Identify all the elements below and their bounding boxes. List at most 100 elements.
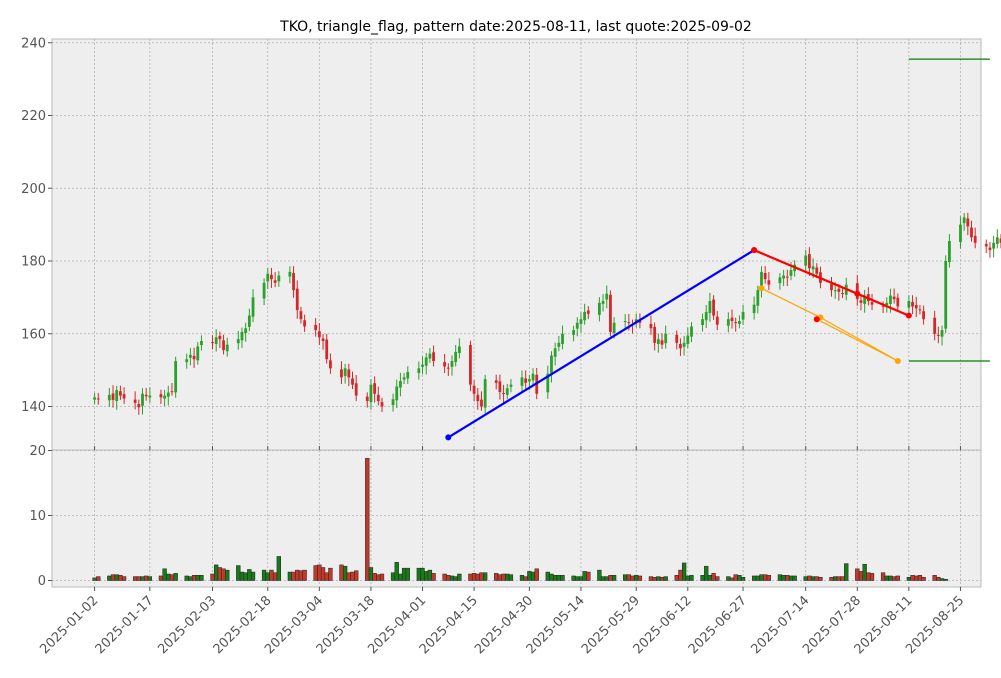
volume-bar [895, 575, 900, 581]
candle-body [704, 311, 708, 321]
volume-bar [302, 569, 307, 581]
candle-body [417, 368, 421, 374]
candle-body [778, 277, 782, 284]
volume-bar [678, 569, 683, 581]
candle-body [870, 302, 874, 305]
volume-bar [287, 571, 293, 581]
candle-body [583, 311, 587, 321]
candle-body [399, 381, 402, 388]
candle-body [163, 395, 167, 399]
volume-bar [442, 573, 447, 581]
candle-body [586, 310, 590, 314]
candle-body [649, 323, 653, 329]
volume-bar [707, 575, 713, 581]
volume-bar [394, 562, 399, 581]
candle-body [911, 302, 914, 307]
volume-bar [420, 567, 425, 581]
resistance-line-point [905, 312, 912, 319]
volume-bar [221, 568, 226, 581]
candle-body [656, 339, 660, 344]
candle-body [343, 368, 347, 376]
volume-bar [880, 572, 886, 581]
candle-body [174, 361, 178, 393]
volume-bar [862, 564, 867, 581]
candle-body [682, 342, 686, 347]
resistance-line-point [854, 290, 861, 297]
volume-bar [354, 570, 359, 581]
volume-bar [147, 576, 153, 581]
candle-body [200, 341, 203, 346]
volume-panel-background [51, 449, 982, 588]
volume-bar [184, 575, 189, 581]
candle-body [918, 309, 922, 311]
candle-body [236, 339, 240, 344]
volume-bar [700, 575, 705, 581]
volume-bar [497, 574, 503, 581]
candle-body [502, 393, 505, 395]
candle-body [122, 394, 126, 399]
volume-bar [777, 574, 783, 581]
volume-bar [195, 575, 200, 581]
candle-body [575, 322, 579, 329]
channel-line-point [894, 358, 901, 365]
candle-body [424, 357, 428, 366]
candle-body [686, 335, 690, 344]
price-panel: 140 160 180 200 220 240 [21, 36, 1001, 451]
volume-bar [398, 573, 403, 581]
candle-body [811, 266, 815, 270]
candle-body [457, 346, 461, 354]
candle-body [133, 399, 137, 403]
candle-body [859, 300, 863, 303]
volume-bar [766, 575, 772, 581]
candle-body [605, 293, 609, 300]
volume-bar [272, 572, 278, 581]
candle-body [148, 395, 152, 398]
volume-bar [726, 576, 731, 581]
candle-body [288, 271, 292, 277]
candle-body [948, 240, 951, 263]
volume-series [92, 458, 948, 581]
y-tick-label: 140 [21, 400, 46, 415]
volume-bar [833, 576, 838, 581]
candle-body [701, 319, 704, 326]
volume-bar [468, 573, 473, 581]
candle-body [830, 283, 833, 291]
volume-bar [250, 571, 256, 581]
candle-body [240, 331, 244, 341]
candle-body [833, 290, 837, 292]
candle-body [715, 316, 719, 325]
candle-body [443, 362, 447, 367]
candle-body [638, 320, 642, 323]
volume-bar [553, 575, 558, 581]
volume-tick-label: 0 [38, 574, 46, 589]
candle-body [325, 339, 329, 360]
volume-bar [265, 572, 270, 581]
candle-body [391, 399, 395, 406]
volume-bar [917, 575, 923, 581]
candle-body [601, 301, 605, 304]
volume-bar [534, 568, 539, 581]
candle-body [373, 383, 377, 394]
candle-body [196, 346, 200, 361]
candle-body [546, 373, 550, 393]
volume-bar [807, 575, 812, 581]
volume-bar [626, 574, 632, 581]
candle-body [837, 288, 841, 292]
candle-body [531, 373, 535, 381]
volume-bar [814, 576, 819, 581]
candle-body [354, 383, 358, 396]
candle-body [432, 352, 435, 362]
candle-body [782, 275, 786, 279]
volume-bar [479, 572, 484, 581]
candle-body [188, 354, 192, 358]
price-grid [52, 39, 981, 450]
volume-bar [681, 562, 687, 581]
volume-bar [810, 576, 816, 581]
volume-bar [317, 564, 322, 581]
volume-bar [840, 576, 845, 581]
volume-bar [597, 569, 602, 581]
candle-body [340, 369, 343, 378]
volume-bar [781, 575, 786, 581]
volume-bar [210, 573, 215, 581]
candle-body [115, 390, 119, 402]
